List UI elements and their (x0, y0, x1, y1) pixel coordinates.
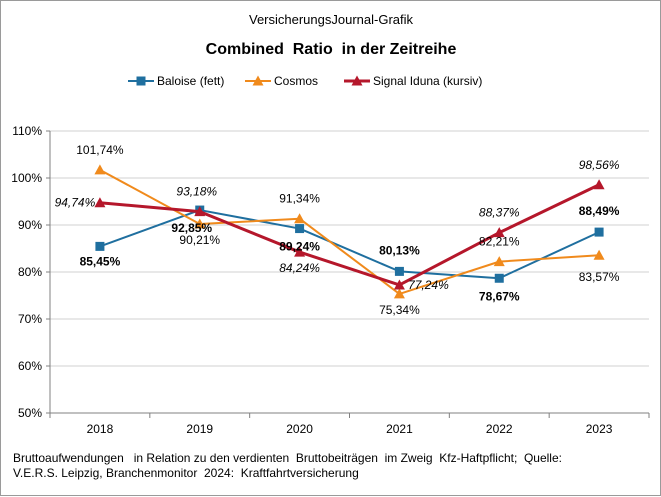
legend-item: Signal Iduna (kursiv) (344, 74, 482, 88)
legend-marker (136, 76, 146, 86)
data-label: 89,24% (279, 240, 320, 254)
data-label: 84,24% (279, 261, 320, 275)
x-tick-label: 2020 (286, 422, 313, 436)
series-baloise (95, 205, 604, 283)
x-tick-label: 2021 (386, 422, 413, 436)
data-label: 90,21% (179, 233, 220, 247)
legend-item: Baloise (fett) (128, 74, 224, 88)
chart-title: Combined Ratio in der Zeitreihe (206, 41, 457, 58)
data-point (94, 197, 106, 208)
legend-item: Cosmos (245, 74, 318, 88)
y-tick-label: 90% (18, 218, 42, 232)
data-label: 93,18% (176, 185, 217, 199)
data-label: 82,21% (479, 235, 520, 249)
data-point (95, 241, 105, 251)
legend-label: Cosmos (274, 74, 318, 88)
y-tick-label: 70% (18, 312, 42, 326)
data-label: 98,56% (579, 158, 620, 172)
data-label: 92,85% (171, 221, 212, 235)
data-point (294, 213, 306, 224)
data-label: 94,74% (55, 196, 96, 210)
x-tick-label: 2018 (87, 422, 114, 436)
series-cosmos (94, 164, 605, 299)
legend-marker (252, 75, 264, 86)
data-point (295, 224, 305, 234)
data-point (594, 227, 604, 237)
source-label: VersicherungsJournal-Grafik (249, 12, 414, 27)
data-point (393, 288, 405, 299)
data-point (593, 179, 605, 190)
data-label: 77,24% (408, 278, 449, 292)
data-label: 85,45% (80, 254, 121, 268)
data-point (393, 279, 405, 290)
data-label: 78,67% (479, 289, 520, 303)
footer-note-line1: Bruttoaufwendungen in Relation zu den ve… (13, 451, 562, 465)
y-tick-label: 50% (18, 406, 42, 420)
data-label: 80,13% (379, 243, 420, 257)
data-point (493, 227, 505, 238)
data-label: 101,74% (76, 143, 124, 157)
y-axis: 50% 60% 70% 80% 90% 100% 110% (11, 124, 51, 420)
legend: Baloise (fett) Cosmos Signal Iduna (kursiv… (128, 74, 482, 88)
series-signal (94, 179, 605, 290)
data-label: 88,49% (579, 204, 620, 218)
legend-label: Signal Iduna (kursiv) (373, 74, 482, 88)
data-label: 83,57% (579, 270, 620, 284)
data-point (394, 266, 404, 276)
y-tick-label: 100% (11, 171, 42, 185)
legend-label: Baloise (fett) (157, 74, 224, 88)
data-point (493, 256, 505, 267)
data-label: 91,34% (279, 192, 320, 206)
data-point (194, 218, 206, 229)
x-axis: 2018 2019 2020 2021 2022 2023 (49, 412, 650, 436)
x-tick-label: 2023 (586, 422, 613, 436)
y-tick-label: 60% (18, 359, 42, 373)
y-tick-label: 110% (12, 124, 42, 138)
series-line (99, 168, 600, 295)
data-point (94, 164, 106, 175)
series-layer (94, 164, 605, 299)
x-tick-label: 2019 (186, 422, 213, 436)
data-point (593, 249, 605, 260)
data-point (194, 206, 206, 217)
data-label: 75,34% (379, 303, 420, 317)
data-point (294, 246, 306, 257)
series-line (99, 183, 600, 287)
data-point (494, 273, 504, 283)
data-labels: 85,45% 92,85% 89,24% 80,13% 78,67% 88,49% 101,… (55, 143, 620, 317)
x-tick-label: 2022 (486, 422, 513, 436)
footer-note-line2: V.E.R.S. Leipzig, Branchenmonitor 2024: … (13, 466, 359, 480)
grid (50, 130, 649, 367)
y-tick-label: 80% (18, 265, 42, 279)
data-label: 88,37% (479, 206, 520, 220)
legend-marker (351, 75, 363, 86)
